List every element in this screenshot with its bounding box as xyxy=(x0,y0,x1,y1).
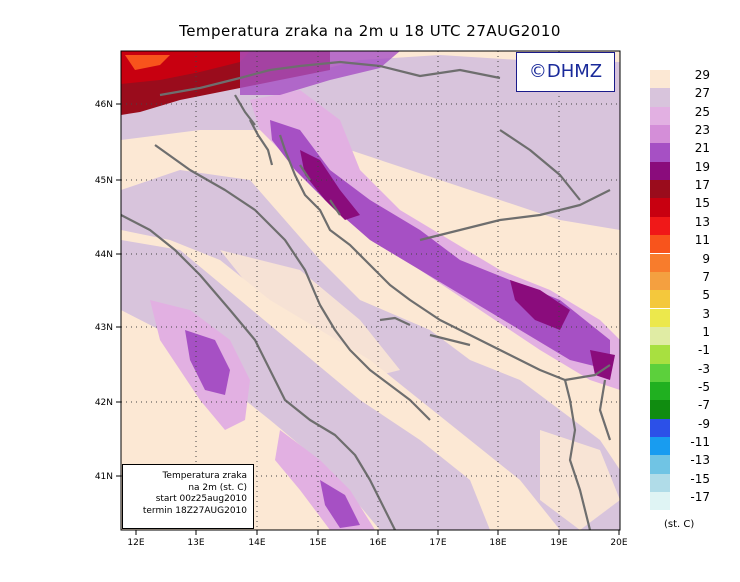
legend-swatch xyxy=(650,437,670,456)
temperature-field-montenegro-cold xyxy=(590,350,615,380)
x-tick-label: 12E xyxy=(127,538,144,548)
info-line: start 00z25aug2010 xyxy=(155,494,247,504)
legend-swatch xyxy=(650,106,670,125)
legend-label: 27 xyxy=(694,86,710,101)
legend-label: 25 xyxy=(694,104,710,119)
y-tick-label: 45N xyxy=(95,176,113,186)
axis-ticks xyxy=(116,103,620,535)
legend-label: -15 xyxy=(690,471,710,486)
legend-swatch xyxy=(650,308,670,327)
info-line: Temperatura zraka xyxy=(162,471,247,481)
legend-label: -13 xyxy=(690,453,710,468)
legend-label: 17 xyxy=(694,178,710,193)
legend-swatch xyxy=(650,345,670,364)
x-tick-label: 15E xyxy=(309,538,326,548)
legend-swatch xyxy=(650,326,670,346)
x-tick-label: 20E xyxy=(610,538,627,548)
legend-swatch xyxy=(650,180,670,199)
legend-label: 15 xyxy=(694,196,710,211)
temperature-field-warm-greece xyxy=(540,430,620,530)
legend-label: 13 xyxy=(694,214,710,229)
lat-lon-grid xyxy=(121,51,620,530)
legend-swatch xyxy=(650,70,670,89)
x-tick-labels: 12E 13E 14E 15E 16E 17E 18E 19E 20E xyxy=(127,538,627,548)
legend-swatch xyxy=(650,235,670,254)
y-tick-label: 41N xyxy=(95,472,113,482)
temperature-field-north xyxy=(121,55,620,230)
temperature-field-warm-central xyxy=(220,250,400,380)
x-tick-label: 18E xyxy=(489,538,506,548)
legend-swatch xyxy=(650,381,670,401)
info-line: termin 18Z27AUG2010 xyxy=(142,505,247,516)
legend-swatch xyxy=(650,455,670,474)
legend-label: 7 xyxy=(702,269,710,284)
legend-label: 23 xyxy=(694,123,710,138)
legend-swatch xyxy=(650,473,670,492)
legend-label: 1 xyxy=(702,324,710,339)
legend-swatch xyxy=(650,143,670,162)
y-tick-label: 44N xyxy=(95,250,113,260)
legend-swatch xyxy=(650,290,670,309)
legend-swatch xyxy=(650,198,670,217)
coastlines xyxy=(121,60,612,530)
legend-label: -9 xyxy=(698,416,710,431)
map-frame xyxy=(120,50,621,531)
legend-label: -1 xyxy=(698,343,710,358)
x-tick-label: 17E xyxy=(429,538,446,548)
legend-swatch xyxy=(650,271,670,291)
legend-label: 19 xyxy=(694,159,710,174)
temperature-field-apennine-south-core xyxy=(320,480,360,528)
legend-label: 9 xyxy=(702,251,710,266)
legend-swatch xyxy=(650,88,670,107)
info-box: Temperatura zraka na 2m (st. C) start 00… xyxy=(122,464,254,529)
legend-swatch xyxy=(650,492,670,511)
legend-label: 5 xyxy=(702,288,710,303)
y-tick-label: 43N xyxy=(95,323,113,333)
legend-label: 3 xyxy=(702,306,710,321)
legend-label: 21 xyxy=(694,141,710,156)
legend-swatch xyxy=(650,216,670,236)
temperature-field-bosnia-cold xyxy=(510,280,570,330)
legend-label: -5 xyxy=(698,379,710,394)
legend-label: -11 xyxy=(690,435,710,449)
temperature-field-sea-2 xyxy=(121,240,490,530)
temperature-field-alps-hot xyxy=(125,55,170,70)
temperature-field-dinaric-cold xyxy=(300,150,360,220)
x-tick-label: 16E xyxy=(369,538,386,548)
info-line: na 2m (st. C) xyxy=(188,482,247,493)
legend-swatch xyxy=(650,161,670,181)
y-tick-label: 46N xyxy=(95,100,113,110)
legend-swatch xyxy=(650,363,670,382)
legend-label: -3 xyxy=(698,361,710,376)
x-tick-label: 19E xyxy=(550,538,567,548)
dhmz-logo: ©DHMZ xyxy=(516,52,615,92)
map-title: Temperatura zraka na 2m u 18 UTC 27AUG20… xyxy=(179,22,561,40)
y-tick-label: 42N xyxy=(95,398,113,408)
legend-swatch xyxy=(650,418,670,437)
legend-label: -17 xyxy=(690,490,710,505)
x-tick-label: 13E xyxy=(187,538,204,548)
legend-swatch xyxy=(650,253,670,272)
y-tick-labels: 46N 45N 44N 43N 42N 41N xyxy=(95,100,113,482)
temperature-field-alps-purple xyxy=(240,51,400,95)
legend-label: 11 xyxy=(694,233,710,248)
legend-swatch xyxy=(650,400,670,419)
legend-label: 29 xyxy=(694,68,710,82)
x-tick-label: 14E xyxy=(248,538,265,548)
legend-label: -7 xyxy=(698,398,710,413)
legend-swatch xyxy=(650,125,670,144)
legend-unit: (st. C) xyxy=(664,519,695,530)
